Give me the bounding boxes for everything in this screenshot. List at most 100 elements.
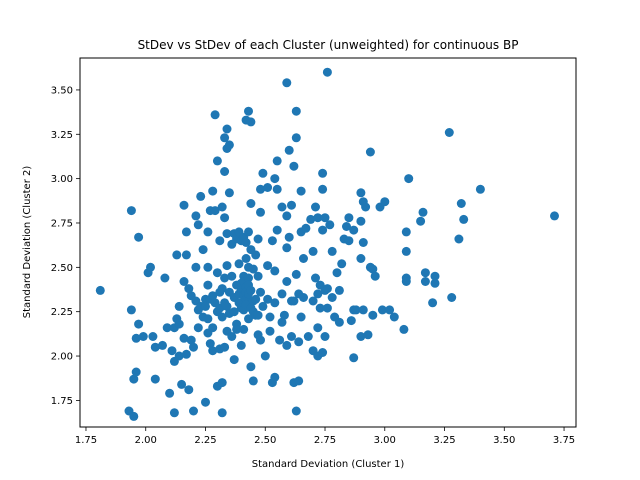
data-point <box>184 385 194 395</box>
data-point <box>356 332 366 341</box>
data-point <box>208 346 218 356</box>
data-point <box>263 183 273 192</box>
y-tick-label: 3.00 <box>51 174 73 185</box>
data-point <box>363 330 373 340</box>
x-tick-label: 2.75 <box>314 435 336 446</box>
data-points <box>95 67 559 421</box>
data-point <box>344 213 354 223</box>
data-point <box>306 214 316 224</box>
data-point <box>191 211 201 221</box>
data-point <box>291 133 301 143</box>
data-point <box>253 271 263 281</box>
data-point <box>263 261 273 271</box>
y-tick-label: 1.75 <box>51 396 73 407</box>
data-point <box>385 305 395 315</box>
data-point <box>196 191 206 201</box>
data-point <box>205 339 215 349</box>
data-point <box>165 388 175 398</box>
data-point <box>351 305 361 315</box>
data-point <box>134 319 144 329</box>
data-point <box>217 202 227 212</box>
data-point <box>318 184 328 194</box>
data-point <box>454 234 464 244</box>
data-point <box>227 332 237 341</box>
data-point <box>138 332 148 341</box>
data-point <box>256 207 265 217</box>
data-point <box>356 188 366 198</box>
data-point <box>282 211 292 221</box>
data-point <box>265 326 275 336</box>
plot-frame <box>79 57 577 428</box>
data-point <box>181 349 191 359</box>
y-tick-label: 3.25 <box>51 130 73 141</box>
data-point <box>158 340 167 350</box>
x-tick-label: 2.00 <box>135 435 157 446</box>
data-point <box>318 348 328 357</box>
data-point <box>322 284 332 294</box>
data-point <box>327 293 337 302</box>
data-point <box>203 280 213 290</box>
data-point <box>550 211 559 221</box>
data-point <box>272 184 282 194</box>
data-point <box>308 296 318 306</box>
data-point <box>279 310 289 320</box>
x-tick-label: 1.75 <box>75 435 97 446</box>
data-point <box>95 285 105 295</box>
data-point <box>203 262 213 272</box>
data-point <box>344 236 354 246</box>
x-tick-label: 3.00 <box>374 435 396 446</box>
data-point <box>256 287 265 297</box>
data-point <box>358 305 368 315</box>
y-tick-label: 2.00 <box>51 352 73 363</box>
data-point <box>420 277 430 286</box>
data-point <box>126 305 136 315</box>
data-point <box>303 332 313 341</box>
data-point <box>282 243 292 253</box>
data-point <box>399 324 409 334</box>
data-point <box>320 213 330 223</box>
data-point <box>246 362 256 372</box>
data-point <box>447 293 457 302</box>
data-point <box>160 273 170 283</box>
data-point <box>217 312 227 322</box>
data-point <box>251 250 261 260</box>
x-tick-label: 3.25 <box>433 435 455 446</box>
data-point <box>275 335 285 345</box>
data-point <box>239 324 249 334</box>
data-point <box>222 124 232 134</box>
data-point <box>229 355 239 365</box>
data-point <box>189 406 198 416</box>
data-point <box>428 298 438 308</box>
data-point <box>342 222 351 231</box>
data-point <box>389 312 399 322</box>
data-point <box>244 314 253 324</box>
data-point <box>318 168 328 178</box>
data-point <box>282 277 292 286</box>
data-point <box>296 186 306 196</box>
data-point <box>201 301 210 311</box>
data-point <box>404 174 414 184</box>
data-point <box>289 161 299 171</box>
data-point <box>277 202 287 212</box>
data-point <box>401 227 411 237</box>
data-point <box>253 310 263 320</box>
data-point <box>172 250 182 260</box>
data-point <box>294 337 304 347</box>
data-point <box>246 117 256 127</box>
data-point <box>308 246 318 256</box>
data-point <box>284 145 294 155</box>
x-tick-label: 2.50 <box>254 435 276 446</box>
data-point <box>174 301 184 311</box>
data-point <box>322 303 332 313</box>
data-point <box>318 225 328 235</box>
data-point <box>258 168 268 178</box>
data-point <box>179 333 189 343</box>
data-point <box>332 268 342 278</box>
data-point <box>311 202 320 212</box>
data-point <box>291 106 301 116</box>
chart-title: StDev vs StDev of each Cluster (unweight… <box>138 38 519 52</box>
data-point <box>181 227 191 237</box>
data-point <box>131 367 141 377</box>
data-point <box>131 333 141 343</box>
